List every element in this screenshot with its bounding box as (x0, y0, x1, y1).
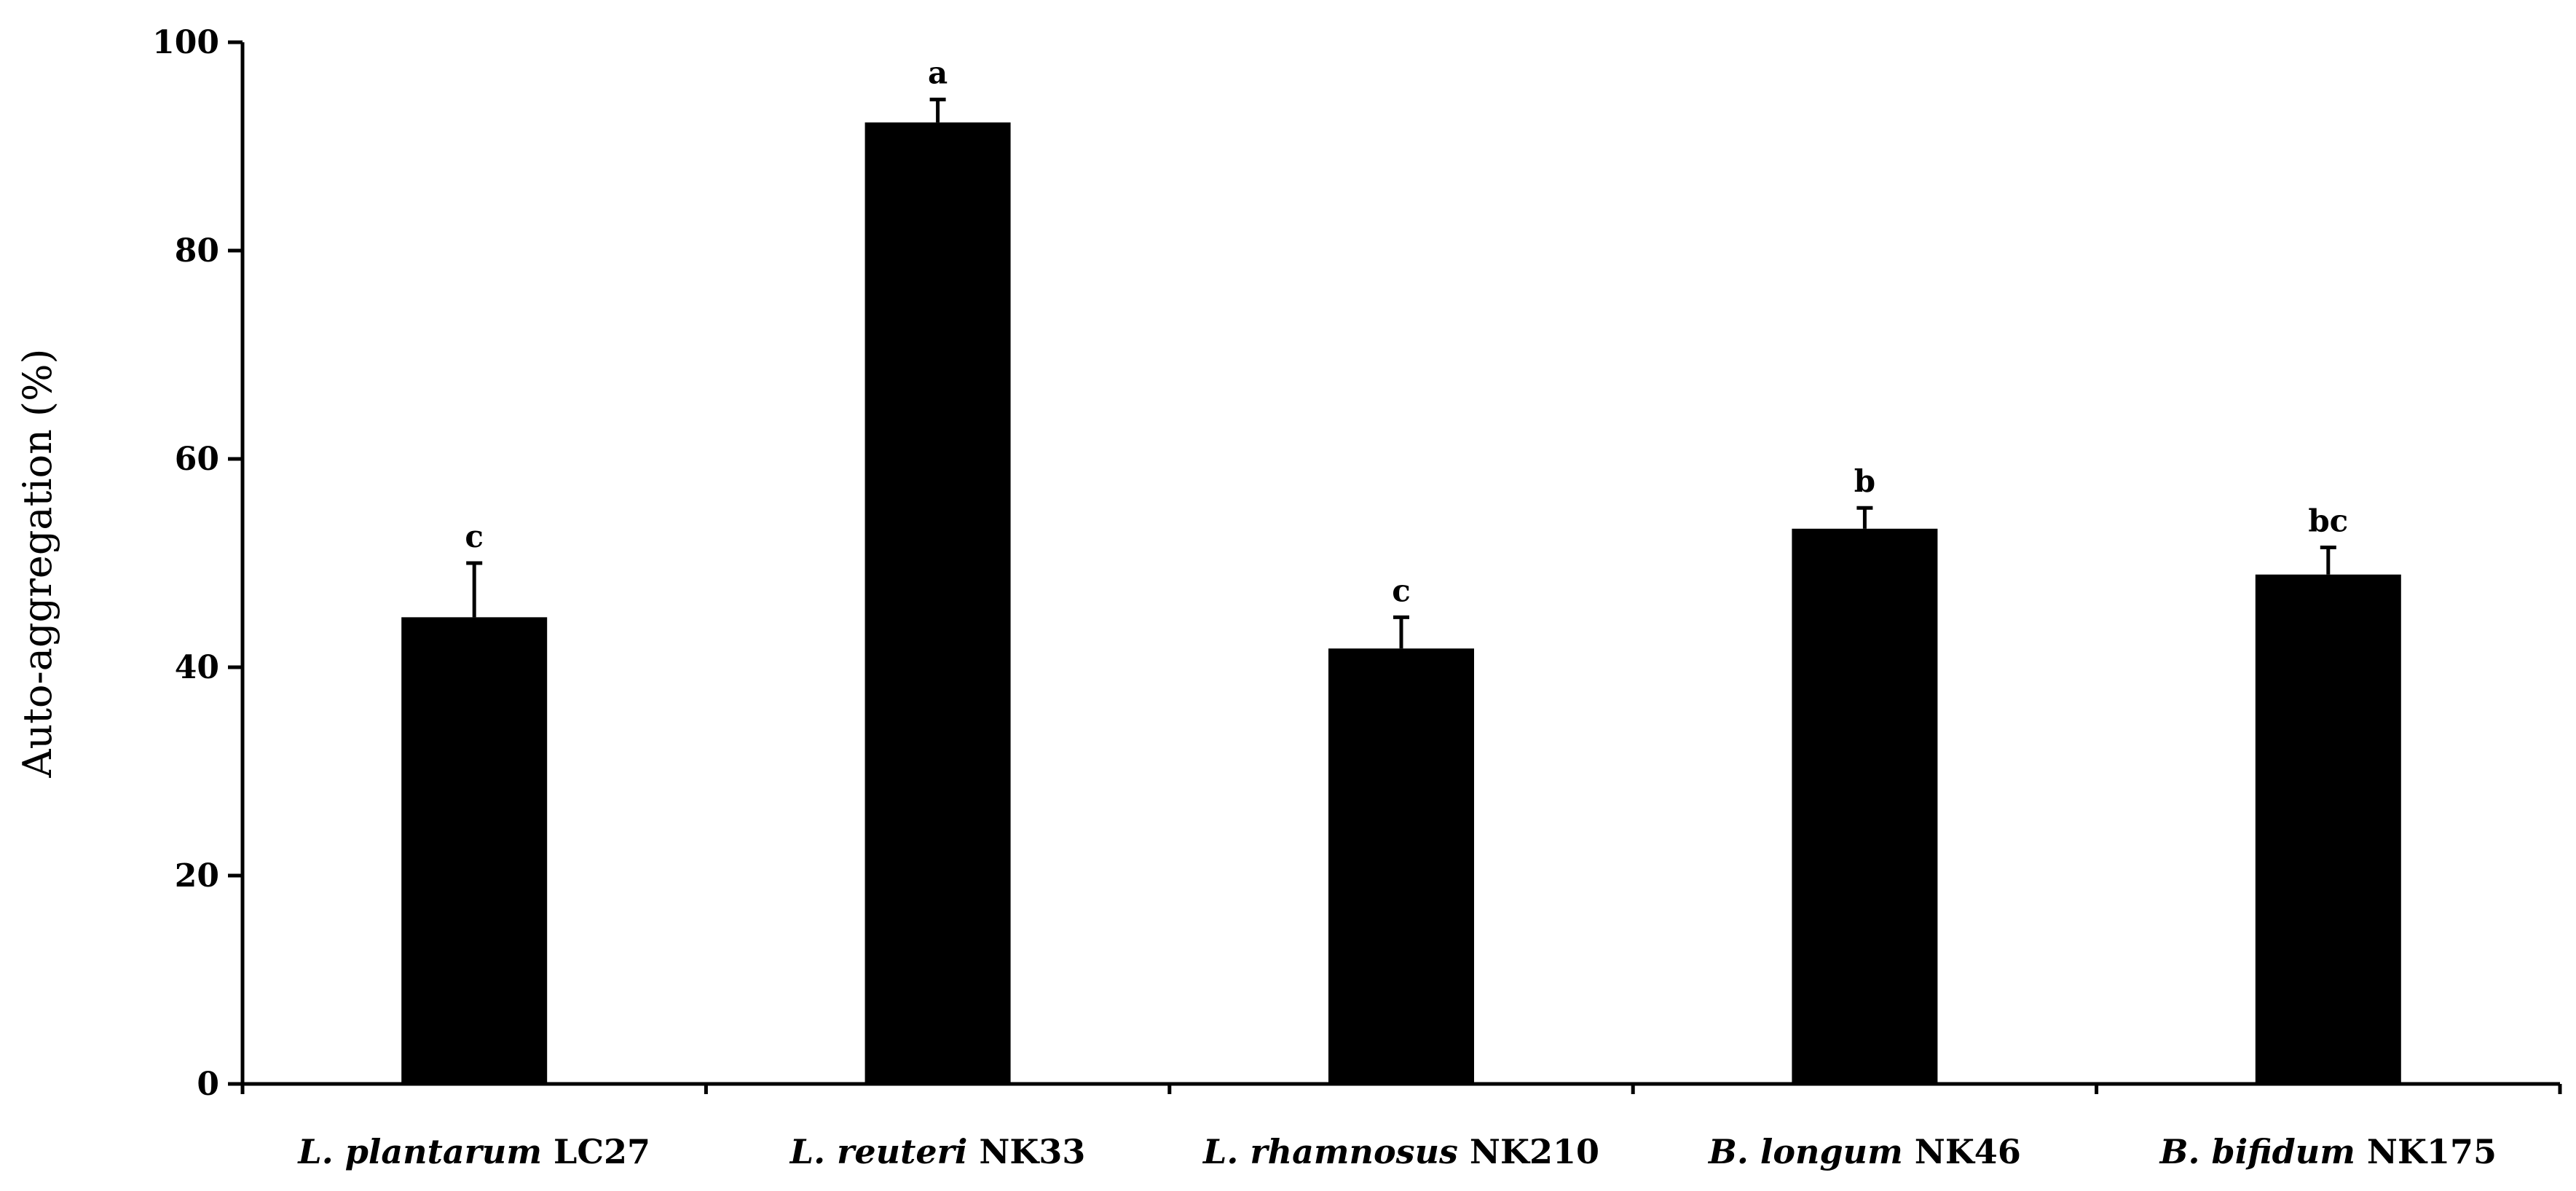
bars: c a c b bc (401, 55, 2401, 1085)
category-strain: LC27 (542, 1132, 650, 1171)
significance-label: bc (2308, 503, 2348, 539)
bar (864, 122, 1011, 1085)
y-axis-ticks: 0 20 40 60 80 100 (152, 24, 243, 1103)
x-axis-labels: L. plantarum LC27 L. reuteri NK33 L. rhamn… (296, 1132, 2497, 1171)
bar (1792, 528, 1938, 1084)
bar (401, 617, 548, 1084)
bar (2255, 574, 2401, 1084)
y-axis-title: Auto-aggregation (%) (15, 349, 60, 779)
x-category-label: L. rhamnosus NK210 (1202, 1132, 1599, 1171)
axes (240, 42, 2562, 1094)
y-tick-label: 60 (175, 441, 219, 478)
x-category-label: L. plantarum LC27 (296, 1132, 650, 1171)
y-tick-label: 0 (197, 1066, 219, 1103)
category-species: B. longum (1707, 1132, 1903, 1171)
significance-label: a (928, 55, 948, 91)
x-category-label: L. reuteri NK33 (789, 1132, 1086, 1171)
category-strain: NK175 (2355, 1132, 2497, 1171)
category-species: L. rhamnosus (1202, 1132, 1458, 1171)
category-strain: NK33 (967, 1132, 1085, 1171)
category-strain: NK46 (1903, 1132, 2021, 1171)
y-tick-label: 100 (152, 24, 219, 61)
y-tick-label: 20 (175, 857, 219, 895)
x-category-label: B. longum NK46 (1707, 1132, 2021, 1171)
bar (1328, 648, 1474, 1084)
category-species: L. reuteri (789, 1132, 968, 1171)
x-category-label: B. bifidum NK175 (2159, 1132, 2497, 1171)
category-species: B. bifidum (2159, 1132, 2355, 1171)
significance-label: b (1854, 463, 1875, 499)
y-tick-label: 40 (175, 649, 219, 686)
category-species: L. plantarum (296, 1132, 542, 1171)
category-strain: NK210 (1458, 1132, 1599, 1171)
significance-label: c (465, 519, 484, 554)
significance-label: c (1392, 573, 1411, 608)
y-tick-label: 80 (175, 232, 219, 270)
